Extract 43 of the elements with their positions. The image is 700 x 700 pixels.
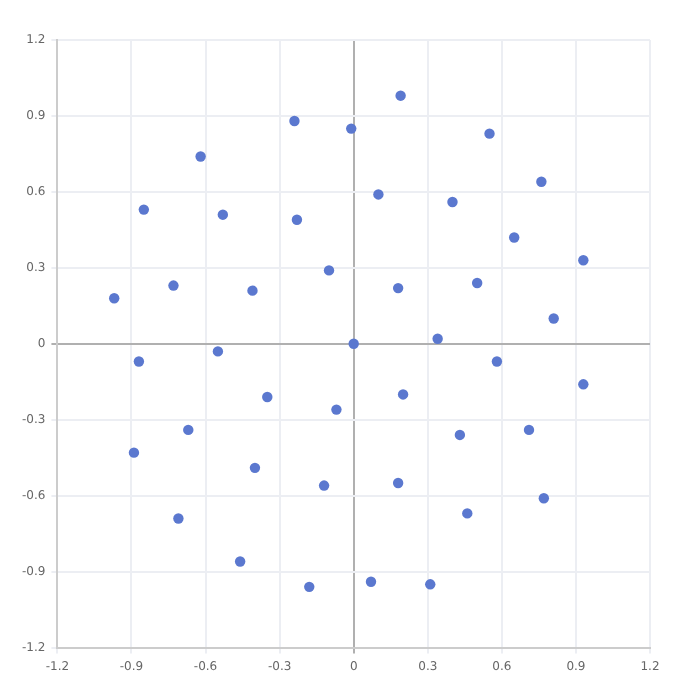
point (234, 556, 246, 567)
point (173, 513, 184, 524)
point (138, 204, 150, 215)
point (578, 255, 589, 266)
point (331, 404, 342, 415)
point (536, 176, 547, 187)
point (538, 493, 550, 504)
point (425, 579, 436, 590)
point (454, 429, 466, 441)
point (432, 333, 443, 344)
point (462, 508, 473, 519)
point (484, 128, 495, 139)
point (109, 293, 120, 304)
point (168, 280, 179, 291)
point (392, 477, 404, 489)
point (373, 189, 384, 200)
point (447, 196, 458, 208)
point (217, 209, 229, 220)
point (249, 462, 261, 474)
point (323, 265, 335, 276)
point (183, 424, 194, 436)
point (491, 356, 503, 367)
point (133, 356, 145, 367)
point (128, 447, 140, 458)
point (346, 123, 357, 134)
point (523, 424, 535, 436)
point (397, 389, 409, 400)
point (289, 115, 300, 127)
point (348, 338, 359, 349)
point (291, 214, 303, 225)
point (395, 90, 406, 101)
point (318, 480, 330, 491)
point (578, 379, 589, 390)
point (471, 277, 483, 289)
point (509, 232, 520, 243)
point (304, 581, 315, 593)
point (212, 346, 224, 357)
point (548, 313, 559, 324)
point (392, 282, 404, 294)
point (262, 391, 273, 403)
point (247, 285, 258, 296)
point (195, 151, 206, 162)
point (365, 576, 377, 587)
